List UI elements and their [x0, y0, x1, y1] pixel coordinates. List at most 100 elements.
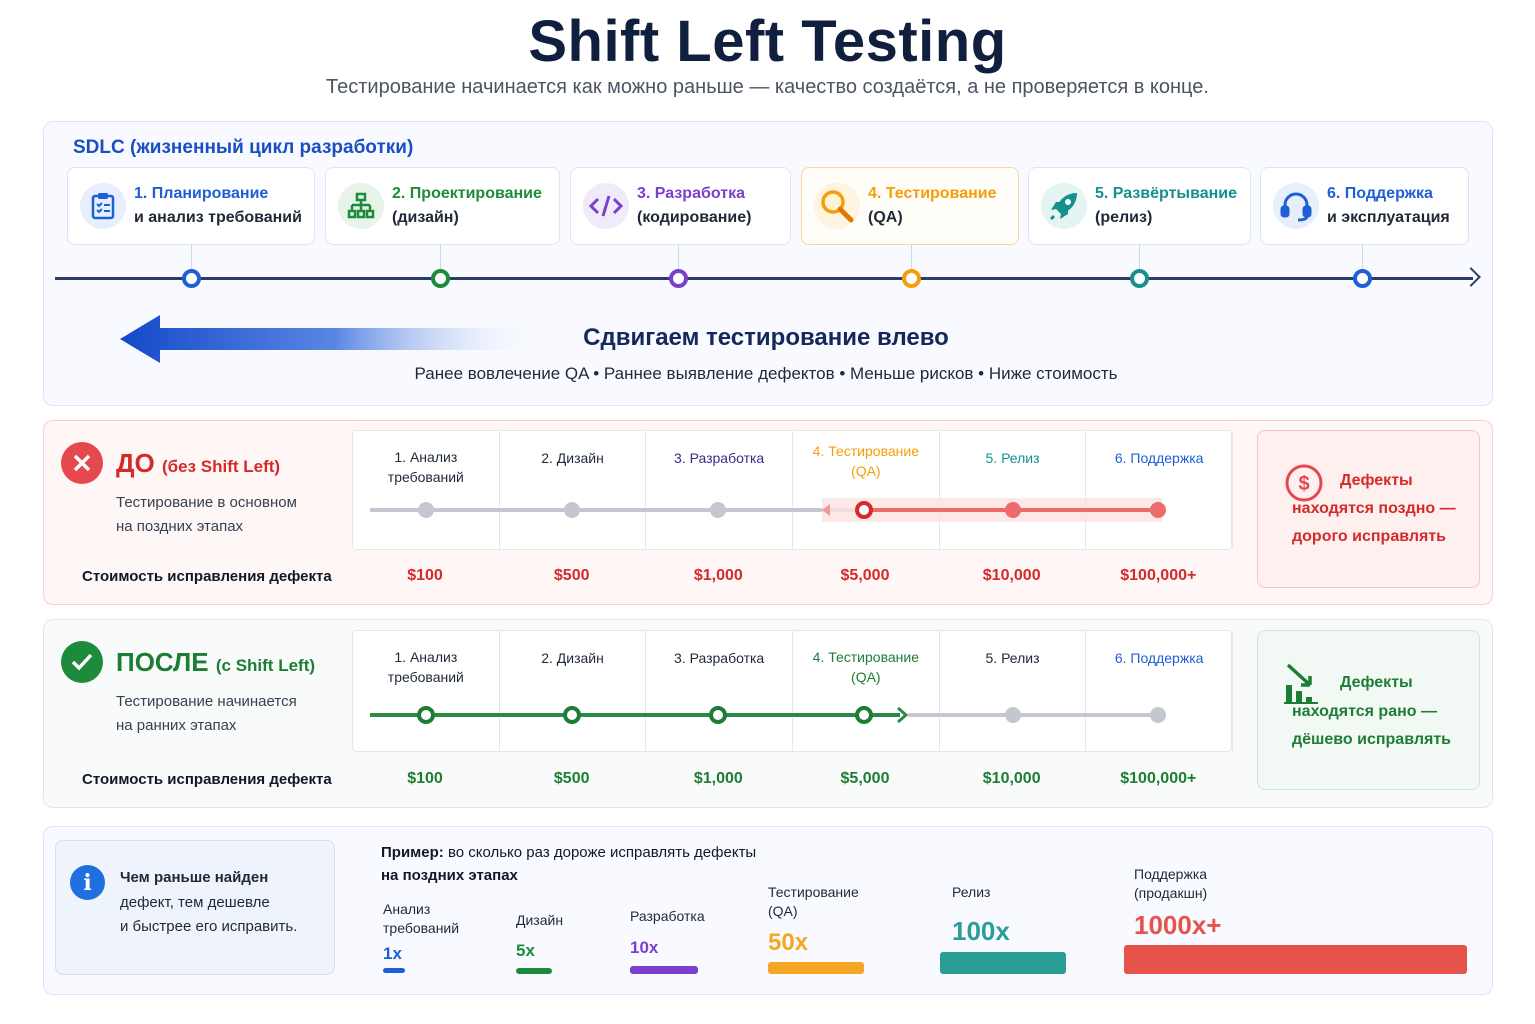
example-bar: [383, 968, 405, 973]
before-stage-header: 1. Анализ требований: [387, 449, 464, 485]
example-bar: [940, 952, 1066, 974]
shift-tagline: Ранее вовлечение QA • Раннее выявление д…: [414, 364, 1118, 383]
example-text: во сколько раз дороже исправлять дефекты: [447, 844, 757, 861]
shift-title: Сдвигаем тестирование влево: [583, 324, 949, 351]
example-stage-label: Анализ требований: [383, 901, 460, 936]
sdlc-stage-subtitle: (кодирование): [637, 209, 752, 226]
before-cost-value: $1,000: [693, 567, 743, 584]
stage-marker: [417, 706, 435, 724]
shift-left-arrow-icon: [120, 315, 550, 363]
before-desc-line-2: на поздних этапах: [116, 518, 244, 535]
example-heading: Пример: во сколько раз дороже исправлять…: [381, 841, 756, 887]
after-summary-line-1: Дефекты: [1340, 674, 1413, 691]
sdlc-stage-card: 3. Разработка (кодирование): [570, 167, 791, 245]
timeline-dot: [1353, 269, 1372, 288]
timeline-connector: [191, 245, 192, 269]
after-stage-column: 1. Анализ требований: [353, 631, 500, 751]
timeline-dot: [1130, 269, 1149, 288]
example-multiplier: 1x: [383, 944, 402, 963]
stage-marker: [1150, 707, 1166, 723]
sdlc-stage-card: 2. Проектирование (дизайн): [325, 167, 560, 245]
stage-marker: [855, 706, 873, 724]
after-heading-text: ПОСЛЕ: [116, 647, 209, 677]
stage-marker: [1150, 502, 1166, 518]
info-line-1: Чем раньше найден: [120, 869, 269, 886]
dollar-circle-icon: $: [1284, 463, 1324, 508]
check-circle-icon: [61, 641, 103, 683]
timeline-connector: [678, 245, 679, 269]
sdlc-stage-title: 6. Поддержка: [1327, 185, 1433, 202]
example-bold: Пример:: [381, 844, 444, 861]
sdlc-stage-title: 3. Разработка: [637, 185, 745, 202]
before-stage-column: 6. Поддержка: [1086, 431, 1233, 549]
before-summary-line-1: Дефекты: [1340, 472, 1413, 489]
timeline-dot: [669, 269, 688, 288]
after-stage-header: 4. Тестирование (QA): [812, 649, 919, 685]
timeline-dot: [902, 269, 921, 288]
after-cost-value: $1,000: [693, 770, 743, 787]
example-multiplier: 1000x+: [1134, 910, 1222, 940]
example-stage-label: Дизайн: [516, 912, 564, 928]
stage-marker: [1005, 502, 1021, 518]
after-stage-column: 2. Дизайн: [500, 631, 647, 751]
before-heading-text: ДО: [116, 448, 155, 478]
after-cost-value: $100,000+: [1120, 770, 1197, 787]
after-stage-column: 4. Тестирование (QA): [793, 631, 940, 751]
before-desc-line-1: Тестирование в основном: [116, 494, 297, 511]
sdlc-stage-text: 1. Планирование и анализ требований: [134, 182, 302, 230]
sdlc-stage-title: 4. Тестирование: [868, 185, 997, 202]
after-stage-column: 6. Поддержка: [1086, 631, 1233, 751]
sdlc-stage-title: 5. Развёртывание: [1095, 185, 1238, 202]
sdlc-stage-subtitle: (QA): [868, 209, 903, 226]
after-stage-header: 2. Дизайн: [541, 650, 604, 666]
example-bar: [1124, 945, 1467, 974]
sdlc-stage-text: 6. Поддержка и эксплуатация: [1327, 182, 1450, 230]
info-line-3: и быстрее его исправить.: [120, 918, 298, 935]
hierarchy-icon: [338, 183, 384, 229]
before-stage-column: 1. Анализ требований: [353, 431, 500, 549]
after-cost-value: $500: [553, 770, 590, 787]
example-multiplier: 5x: [516, 941, 535, 960]
info-line-2: дефект, тем дешевле: [120, 893, 270, 911]
before-summary-line-3: дорого исправлять: [1292, 528, 1447, 545]
after-cost-value: $100: [407, 770, 443, 787]
stage-marker: [710, 502, 726, 518]
sdlc-stage-subtitle: и анализ требований: [134, 209, 302, 226]
before-stage-column: 4. Тестирование (QA): [793, 431, 940, 549]
page-subtitle: Тестирование начинается как можно раньше…: [326, 76, 1209, 98]
timeline-connector: [1362, 245, 1363, 269]
before-stage-column: 3. Разработка: [646, 431, 793, 549]
after-heading-note: (с Shift Left): [215, 656, 316, 675]
before-summary-line-2: находятся поздно —: [1292, 500, 1456, 517]
after-stage-column: 3. Разработка: [646, 631, 793, 751]
example-stage-label: Разработка: [630, 908, 705, 924]
stage-marker: [563, 706, 581, 724]
example-multiplier: 100x: [952, 916, 1010, 946]
example-stage-label: Поддержка (продакшн): [1134, 866, 1208, 901]
timeline-dot: [431, 269, 450, 288]
info-icon: i: [70, 865, 105, 900]
after-desc-line-2: на ранних этапах: [116, 717, 237, 734]
after-summary-line-2: находятся рано —: [1292, 703, 1437, 720]
timeline-connector: [1139, 245, 1140, 269]
info-box: [55, 840, 335, 975]
example-bar: [516, 968, 552, 974]
code-icon: [583, 183, 629, 229]
after-desc-line-1: Тестирование начинается: [116, 693, 297, 710]
after-cost-value: $10,000: [982, 770, 1041, 787]
after-stage-header: 6. Поддержка: [1114, 650, 1204, 666]
sdlc-stage-text: 5. Развёртывание (релиз): [1095, 182, 1237, 230]
stage-marker: [709, 706, 727, 724]
sdlc-stage-text: 4. Тестирование (QA): [868, 182, 997, 230]
example-multiplier: 50x: [768, 929, 809, 956]
timeline-dot: [182, 269, 201, 288]
after-stage-table: 1. Анализ требований 2. Дизайн 3. Разработ…: [352, 630, 1233, 752]
before-stage-header: 5. Релиз: [985, 450, 1040, 466]
before-stage-column: 5. Релиз: [940, 431, 1087, 549]
before-stage-header: 3. Разработка: [674, 450, 765, 466]
before-stage-header: 4. Тестирование (QA): [812, 443, 919, 479]
rocket-icon: [1041, 183, 1087, 229]
before-heading-note: (без Shift Left): [161, 457, 281, 476]
sdlc-stage-card: 4. Тестирование (QA): [801, 167, 1019, 245]
example-stage-label: Релиз: [952, 884, 991, 900]
